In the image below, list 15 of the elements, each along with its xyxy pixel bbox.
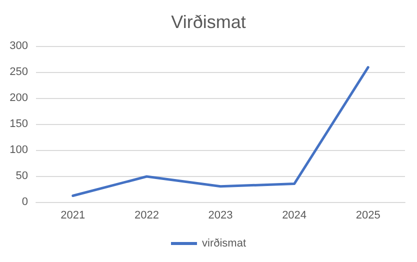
legend-label: virðismat: [202, 238, 246, 250]
x-tick-label: 2025: [356, 210, 380, 222]
x-tick-label: 2022: [134, 210, 159, 222]
chart-title: Virðismat: [171, 12, 246, 32]
y-tick-label: 200: [10, 92, 28, 104]
x-tick-label: 2024: [282, 210, 307, 222]
y-tick-label: 100: [10, 144, 28, 156]
y-tick-label: 250: [10, 66, 28, 78]
x-tick-label: 2023: [208, 210, 233, 222]
line-series: [72, 66, 370, 198]
y-tick-label: 300: [10, 40, 28, 52]
y-tick-label: 0: [22, 196, 28, 208]
y-tick-label: 50: [16, 170, 28, 182]
y-tick-label: 150: [10, 118, 28, 130]
x-tick-label: 2021: [60, 210, 86, 222]
